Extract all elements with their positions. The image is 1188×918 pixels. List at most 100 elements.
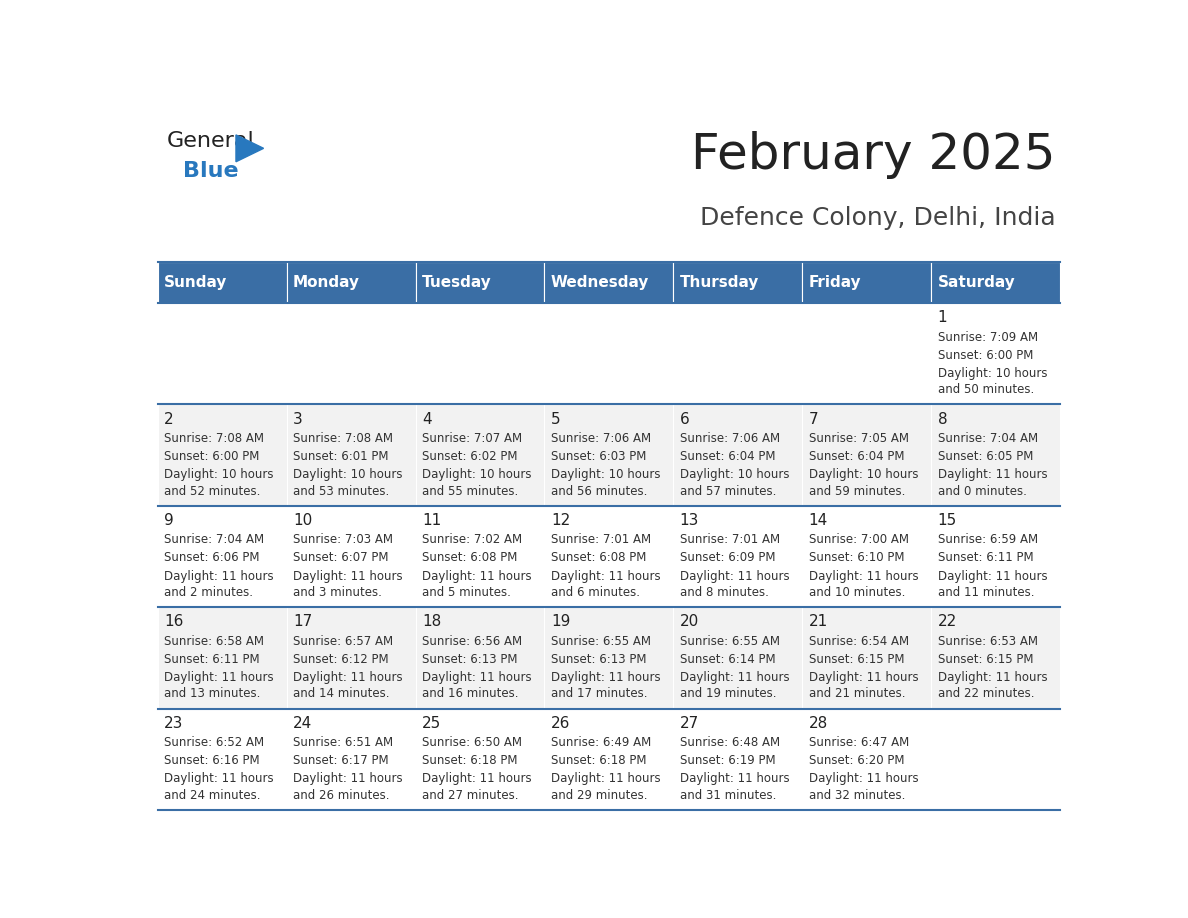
Text: Daylight: 11 hours: Daylight: 11 hours [293,772,403,786]
Text: 9: 9 [164,513,173,528]
Text: 28: 28 [809,716,828,731]
FancyBboxPatch shape [931,506,1060,607]
Text: 14: 14 [809,513,828,528]
Text: Sunday: Sunday [164,275,228,290]
Text: and 8 minutes.: and 8 minutes. [680,586,769,599]
FancyBboxPatch shape [802,263,931,303]
Text: 15: 15 [937,513,956,528]
Text: Daylight: 11 hours: Daylight: 11 hours [551,671,661,684]
FancyBboxPatch shape [544,607,674,709]
Text: Daylight: 11 hours: Daylight: 11 hours [680,772,789,786]
Text: 25: 25 [422,716,441,731]
FancyBboxPatch shape [544,405,674,506]
Text: Saturday: Saturday [937,275,1016,290]
Text: Sunrise: 6:58 AM: Sunrise: 6:58 AM [164,634,264,647]
Text: Sunset: 6:09 PM: Sunset: 6:09 PM [680,552,776,565]
Text: Sunrise: 7:04 AM: Sunrise: 7:04 AM [164,533,264,546]
FancyBboxPatch shape [158,709,286,810]
Text: Sunset: 6:11 PM: Sunset: 6:11 PM [937,552,1034,565]
Text: Sunset: 6:00 PM: Sunset: 6:00 PM [164,450,259,463]
Text: 8: 8 [937,411,947,427]
Text: Sunset: 6:04 PM: Sunset: 6:04 PM [680,450,776,463]
Text: and 24 minutes.: and 24 minutes. [164,789,260,801]
Text: General: General [166,131,254,151]
FancyBboxPatch shape [544,506,674,607]
Text: and 13 minutes.: and 13 minutes. [164,688,260,700]
Text: and 10 minutes.: and 10 minutes. [809,586,905,599]
Text: and 22 minutes.: and 22 minutes. [937,688,1034,700]
Text: Sunset: 6:00 PM: Sunset: 6:00 PM [937,349,1032,362]
Text: and 5 minutes.: and 5 minutes. [422,586,511,599]
Text: Sunrise: 6:52 AM: Sunrise: 6:52 AM [164,736,264,749]
Text: Daylight: 11 hours: Daylight: 11 hours [293,570,403,583]
Text: Sunrise: 6:53 AM: Sunrise: 6:53 AM [937,634,1037,647]
Text: Sunrise: 7:07 AM: Sunrise: 7:07 AM [422,431,522,445]
Text: and 55 minutes.: and 55 minutes. [422,485,518,498]
Text: Daylight: 10 hours: Daylight: 10 hours [937,367,1047,380]
FancyBboxPatch shape [674,303,802,405]
Text: Sunset: 6:02 PM: Sunset: 6:02 PM [422,450,518,463]
Text: Sunset: 6:15 PM: Sunset: 6:15 PM [937,653,1034,666]
Text: 2: 2 [164,411,173,427]
Text: Daylight: 11 hours: Daylight: 11 hours [164,570,273,583]
Text: Daylight: 10 hours: Daylight: 10 hours [809,468,918,481]
FancyBboxPatch shape [931,405,1060,506]
FancyBboxPatch shape [674,709,802,810]
Text: Sunrise: 7:08 AM: Sunrise: 7:08 AM [293,431,393,445]
Text: and 53 minutes.: and 53 minutes. [293,485,390,498]
Text: and 29 minutes.: and 29 minutes. [551,789,647,801]
FancyBboxPatch shape [416,506,544,607]
Text: and 6 minutes.: and 6 minutes. [551,586,640,599]
Text: and 3 minutes.: and 3 minutes. [293,586,381,599]
Text: Daylight: 11 hours: Daylight: 11 hours [680,671,789,684]
Text: Sunrise: 7:01 AM: Sunrise: 7:01 AM [680,533,779,546]
Text: and 14 minutes.: and 14 minutes. [293,688,390,700]
Text: Sunset: 6:19 PM: Sunset: 6:19 PM [680,755,776,767]
Text: and 31 minutes.: and 31 minutes. [680,789,776,801]
Text: Daylight: 11 hours: Daylight: 11 hours [809,772,918,786]
FancyBboxPatch shape [544,709,674,810]
Text: Sunset: 6:03 PM: Sunset: 6:03 PM [551,450,646,463]
Text: and 57 minutes.: and 57 minutes. [680,485,776,498]
Text: Sunrise: 6:51 AM: Sunrise: 6:51 AM [293,736,393,749]
Text: Sunset: 6:11 PM: Sunset: 6:11 PM [164,653,260,666]
Text: Blue: Blue [183,161,239,181]
FancyBboxPatch shape [158,303,286,405]
FancyBboxPatch shape [802,506,931,607]
Text: Daylight: 11 hours: Daylight: 11 hours [937,570,1047,583]
Text: Daylight: 10 hours: Daylight: 10 hours [164,468,273,481]
Text: Sunset: 6:05 PM: Sunset: 6:05 PM [937,450,1032,463]
FancyBboxPatch shape [286,607,416,709]
Text: 20: 20 [680,614,699,630]
Text: Daylight: 11 hours: Daylight: 11 hours [164,772,273,786]
FancyBboxPatch shape [286,263,416,303]
Text: Sunrise: 7:02 AM: Sunrise: 7:02 AM [422,533,522,546]
Text: Daylight: 11 hours: Daylight: 11 hours [809,570,918,583]
Text: Sunset: 6:04 PM: Sunset: 6:04 PM [809,450,904,463]
FancyBboxPatch shape [286,709,416,810]
Text: 21: 21 [809,614,828,630]
FancyBboxPatch shape [286,506,416,607]
FancyBboxPatch shape [158,263,286,303]
FancyBboxPatch shape [674,405,802,506]
Text: Daylight: 11 hours: Daylight: 11 hours [164,671,273,684]
Text: Sunrise: 6:55 AM: Sunrise: 6:55 AM [680,634,779,647]
Text: Sunset: 6:10 PM: Sunset: 6:10 PM [809,552,904,565]
Text: Sunset: 6:14 PM: Sunset: 6:14 PM [680,653,776,666]
FancyBboxPatch shape [158,405,286,506]
FancyBboxPatch shape [802,405,931,506]
Text: 1: 1 [937,310,947,325]
Text: Monday: Monday [293,275,360,290]
FancyBboxPatch shape [286,303,416,405]
Text: 13: 13 [680,513,699,528]
Text: 26: 26 [551,716,570,731]
Text: Sunset: 6:13 PM: Sunset: 6:13 PM [551,653,646,666]
Text: Daylight: 11 hours: Daylight: 11 hours [422,772,531,786]
Polygon shape [236,135,264,162]
FancyBboxPatch shape [674,506,802,607]
Text: Sunrise: 7:03 AM: Sunrise: 7:03 AM [293,533,393,546]
Text: Sunrise: 7:01 AM: Sunrise: 7:01 AM [551,533,651,546]
Text: Sunrise: 6:57 AM: Sunrise: 6:57 AM [293,634,393,647]
Text: Sunset: 6:07 PM: Sunset: 6:07 PM [293,552,388,565]
FancyBboxPatch shape [674,607,802,709]
